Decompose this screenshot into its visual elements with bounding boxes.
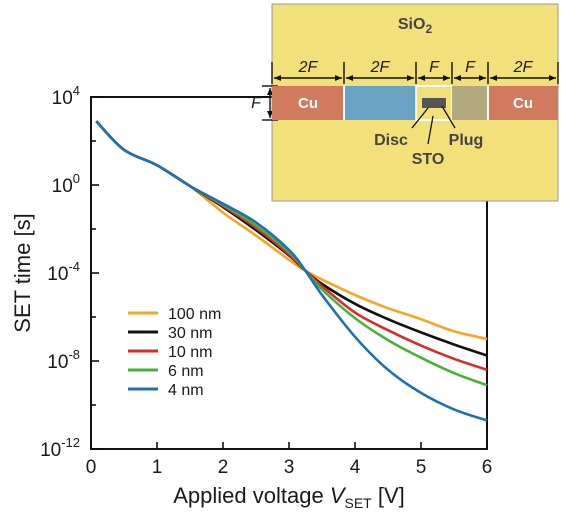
disc-region xyxy=(422,98,446,108)
legend-label-2: 10 nm xyxy=(168,344,212,361)
x-axis-title-sub: SET xyxy=(345,495,373,511)
axis-ticks: 0 1 2 3 4 5 6 104 100 10-4 10-8 10-12 xyxy=(40,83,492,478)
dimension-arrowheads xyxy=(267,75,556,118)
y-tick-label-4: 10-12 xyxy=(40,435,80,461)
x-tick-label-1: 1 xyxy=(152,457,163,478)
y-tick-label-0: 104 xyxy=(52,83,80,109)
oxide-label-text: SiO xyxy=(398,16,426,33)
right-copper xyxy=(488,86,558,120)
y-tick-label-3: 10-8 xyxy=(47,347,80,373)
legend: 100 nm 30 nm 10 nm 6 nm 4 nm xyxy=(128,306,221,399)
x-axis-title-unit: [V] xyxy=(372,483,405,508)
dim-label-3: F xyxy=(429,59,440,76)
dim-label-1: 2F xyxy=(298,59,319,76)
x-tick-label-4: 4 xyxy=(350,457,361,478)
series-line-4-nm xyxy=(95,120,488,422)
height-label: F xyxy=(251,95,262,112)
x-tick-label-0: 0 xyxy=(86,457,97,478)
blue-region xyxy=(344,86,416,120)
disc-label: Disc xyxy=(374,132,408,149)
x-tick-label-3: 3 xyxy=(284,457,295,478)
y-tick-label-2: 10-4 xyxy=(47,259,80,285)
oxide-label: SiO2 xyxy=(398,16,433,36)
legend-label-1: 30 nm xyxy=(168,325,212,342)
dim-label-2: 2F xyxy=(370,59,391,76)
x-tick-label-5: 5 xyxy=(416,457,427,478)
plug-label: Plug xyxy=(449,132,484,149)
right-copper-label: Cu xyxy=(513,95,533,112)
inset-schematic: SiO2 2F 2F F F xyxy=(251,3,559,202)
plug-region xyxy=(452,86,488,120)
sto-label: STO xyxy=(412,151,445,168)
x-tick-label-6: 6 xyxy=(482,457,493,478)
left-copper-label: Cu xyxy=(298,95,318,112)
dim-label-5: 2F xyxy=(513,59,534,76)
dim-label-4: F xyxy=(465,59,476,76)
y-axis-title: SET time [s] xyxy=(10,213,35,332)
x-axis-title-prefix: Applied voltage xyxy=(173,483,330,508)
y-tick-label-1: 100 xyxy=(52,171,80,197)
legend-label-3: 6 nm xyxy=(168,363,204,380)
oxide-label-sub: 2 xyxy=(425,22,432,36)
series-curves xyxy=(95,120,488,422)
legend-label-0: 100 nm xyxy=(168,306,221,323)
x-axis-title: Applied voltage VSET [V] xyxy=(173,483,405,511)
dimension-lines xyxy=(262,62,559,121)
x-tick-label-2: 2 xyxy=(218,457,229,478)
pointer-lines xyxy=(411,105,456,145)
x-axis-title-var: V xyxy=(330,483,347,508)
left-copper xyxy=(272,86,344,120)
legend-label-4: 4 nm xyxy=(168,382,204,399)
